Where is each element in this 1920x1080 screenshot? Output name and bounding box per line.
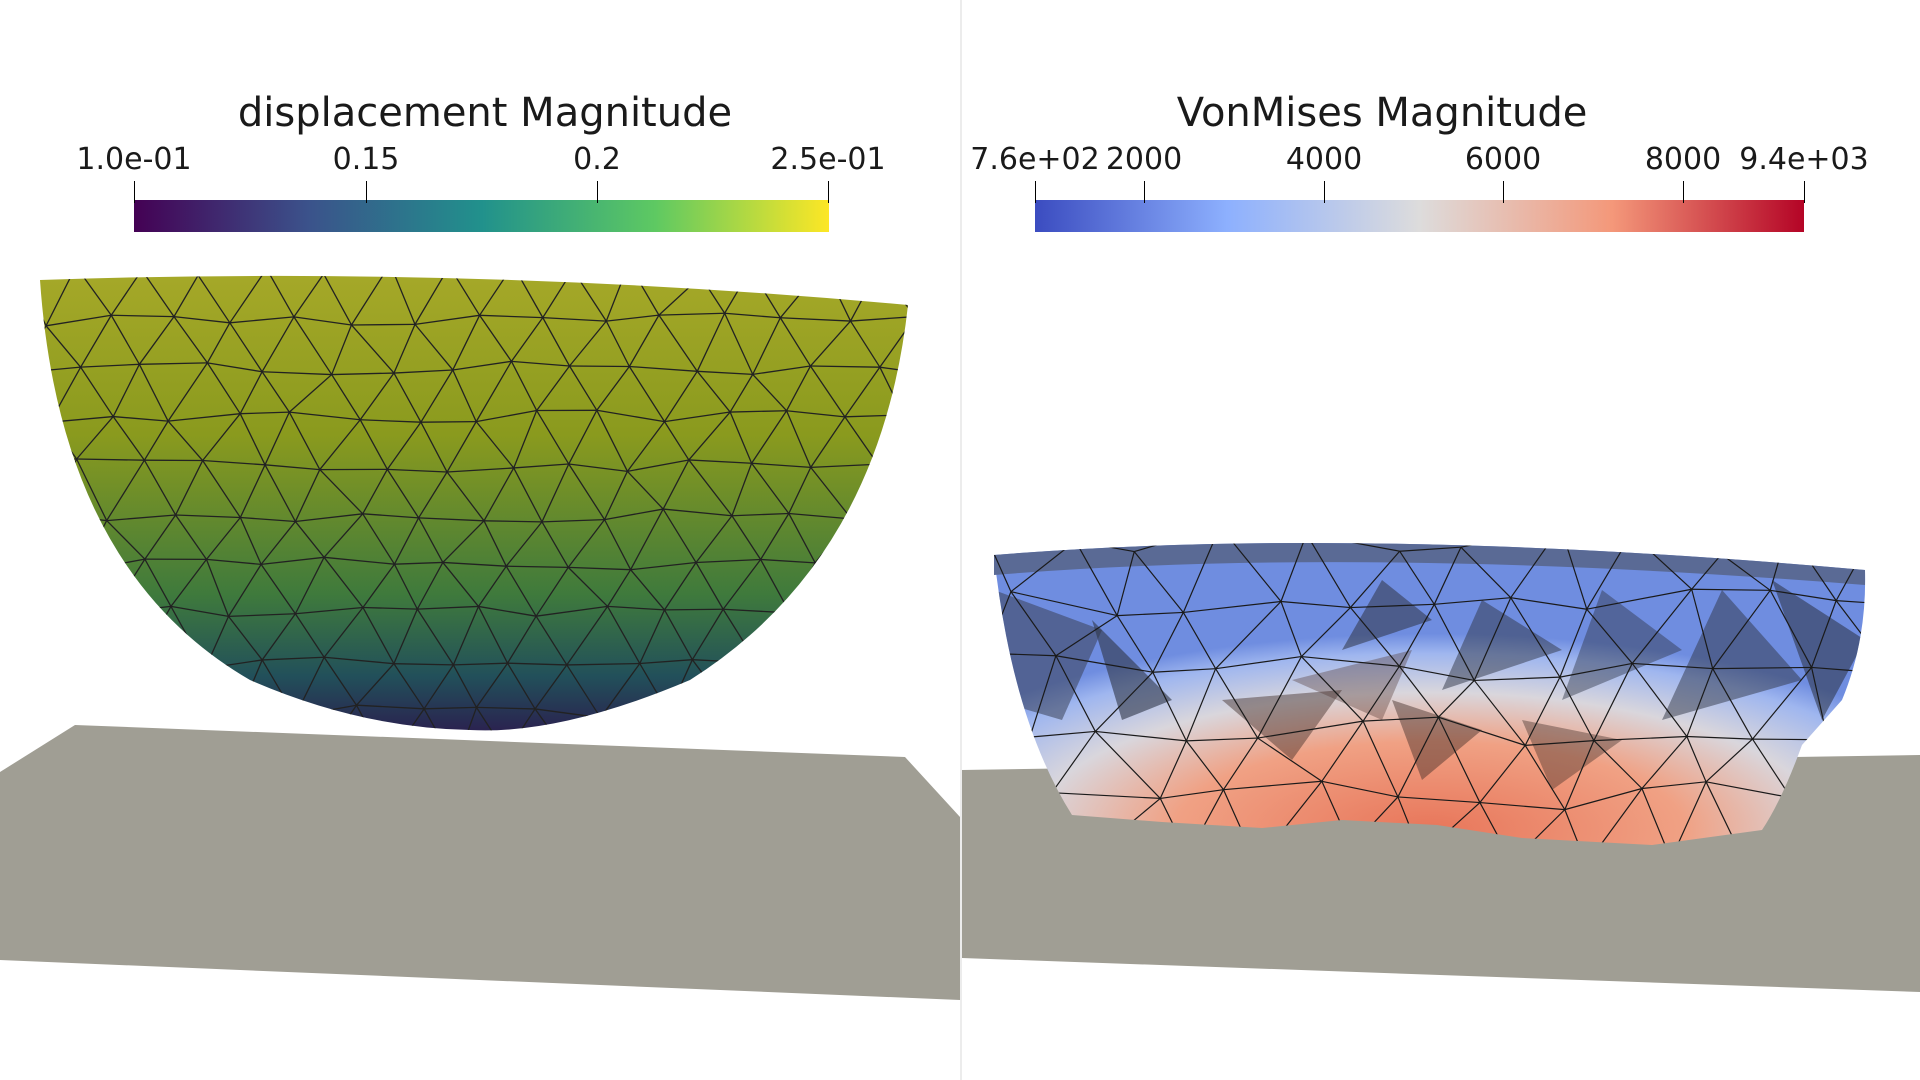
left-scene	[0, 275, 960, 1000]
colorbar-tick	[828, 181, 829, 203]
colorbar-tick-label: 2.5e-01	[770, 142, 886, 177]
ground-plane	[0, 725, 960, 1000]
colorbar-tick-label: 2000	[1105, 142, 1183, 177]
top-face	[994, 543, 1865, 585]
colorbar-tick	[597, 181, 598, 203]
right-scene	[962, 543, 1920, 992]
colorbar-tick	[134, 181, 135, 203]
colorbar-gradient	[134, 200, 829, 232]
colorbar-tick-label: 0.15	[332, 142, 400, 177]
colorbar-tick	[1683, 181, 1684, 203]
colorbar-tick	[1503, 181, 1504, 203]
colorbar-gradient	[1035, 200, 1804, 232]
colorbar-tick	[1804, 181, 1805, 203]
colorbar-tick-label: 8000	[1644, 142, 1722, 177]
right-render-view[interactable]: VonMises Magnitude 7.6e+02 2000 4000 600…	[962, 0, 1920, 1080]
colorbar-tick-label: 6000	[1464, 142, 1542, 177]
colorbar-tick-label: 1.0e-01	[76, 142, 192, 177]
hemisphere-surface	[40, 275, 908, 731]
left-render-view[interactable]: displacement Magnitude 1.0e-01 0.15 0.2 …	[0, 0, 960, 1080]
colorbar-tick	[1035, 181, 1036, 203]
colorbar-tick-label: 4000	[1285, 142, 1363, 177]
colorbar-tick-label: 0.2	[573, 142, 621, 177]
colorbar-tick-label: 9.4e+03	[1739, 142, 1869, 177]
viewport-divider[interactable]	[960, 0, 962, 1080]
colorbar-tick-label: 7.6e+02	[970, 142, 1100, 177]
colorbar-tick	[1324, 181, 1325, 203]
colorbar-tick	[366, 181, 367, 203]
colorbar-title: displacement Magnitude	[237, 90, 733, 136]
colorbar-title: VonMises Magnitude	[1176, 90, 1588, 136]
deformed-body	[994, 543, 1866, 845]
colorbar-tick	[1144, 181, 1145, 203]
